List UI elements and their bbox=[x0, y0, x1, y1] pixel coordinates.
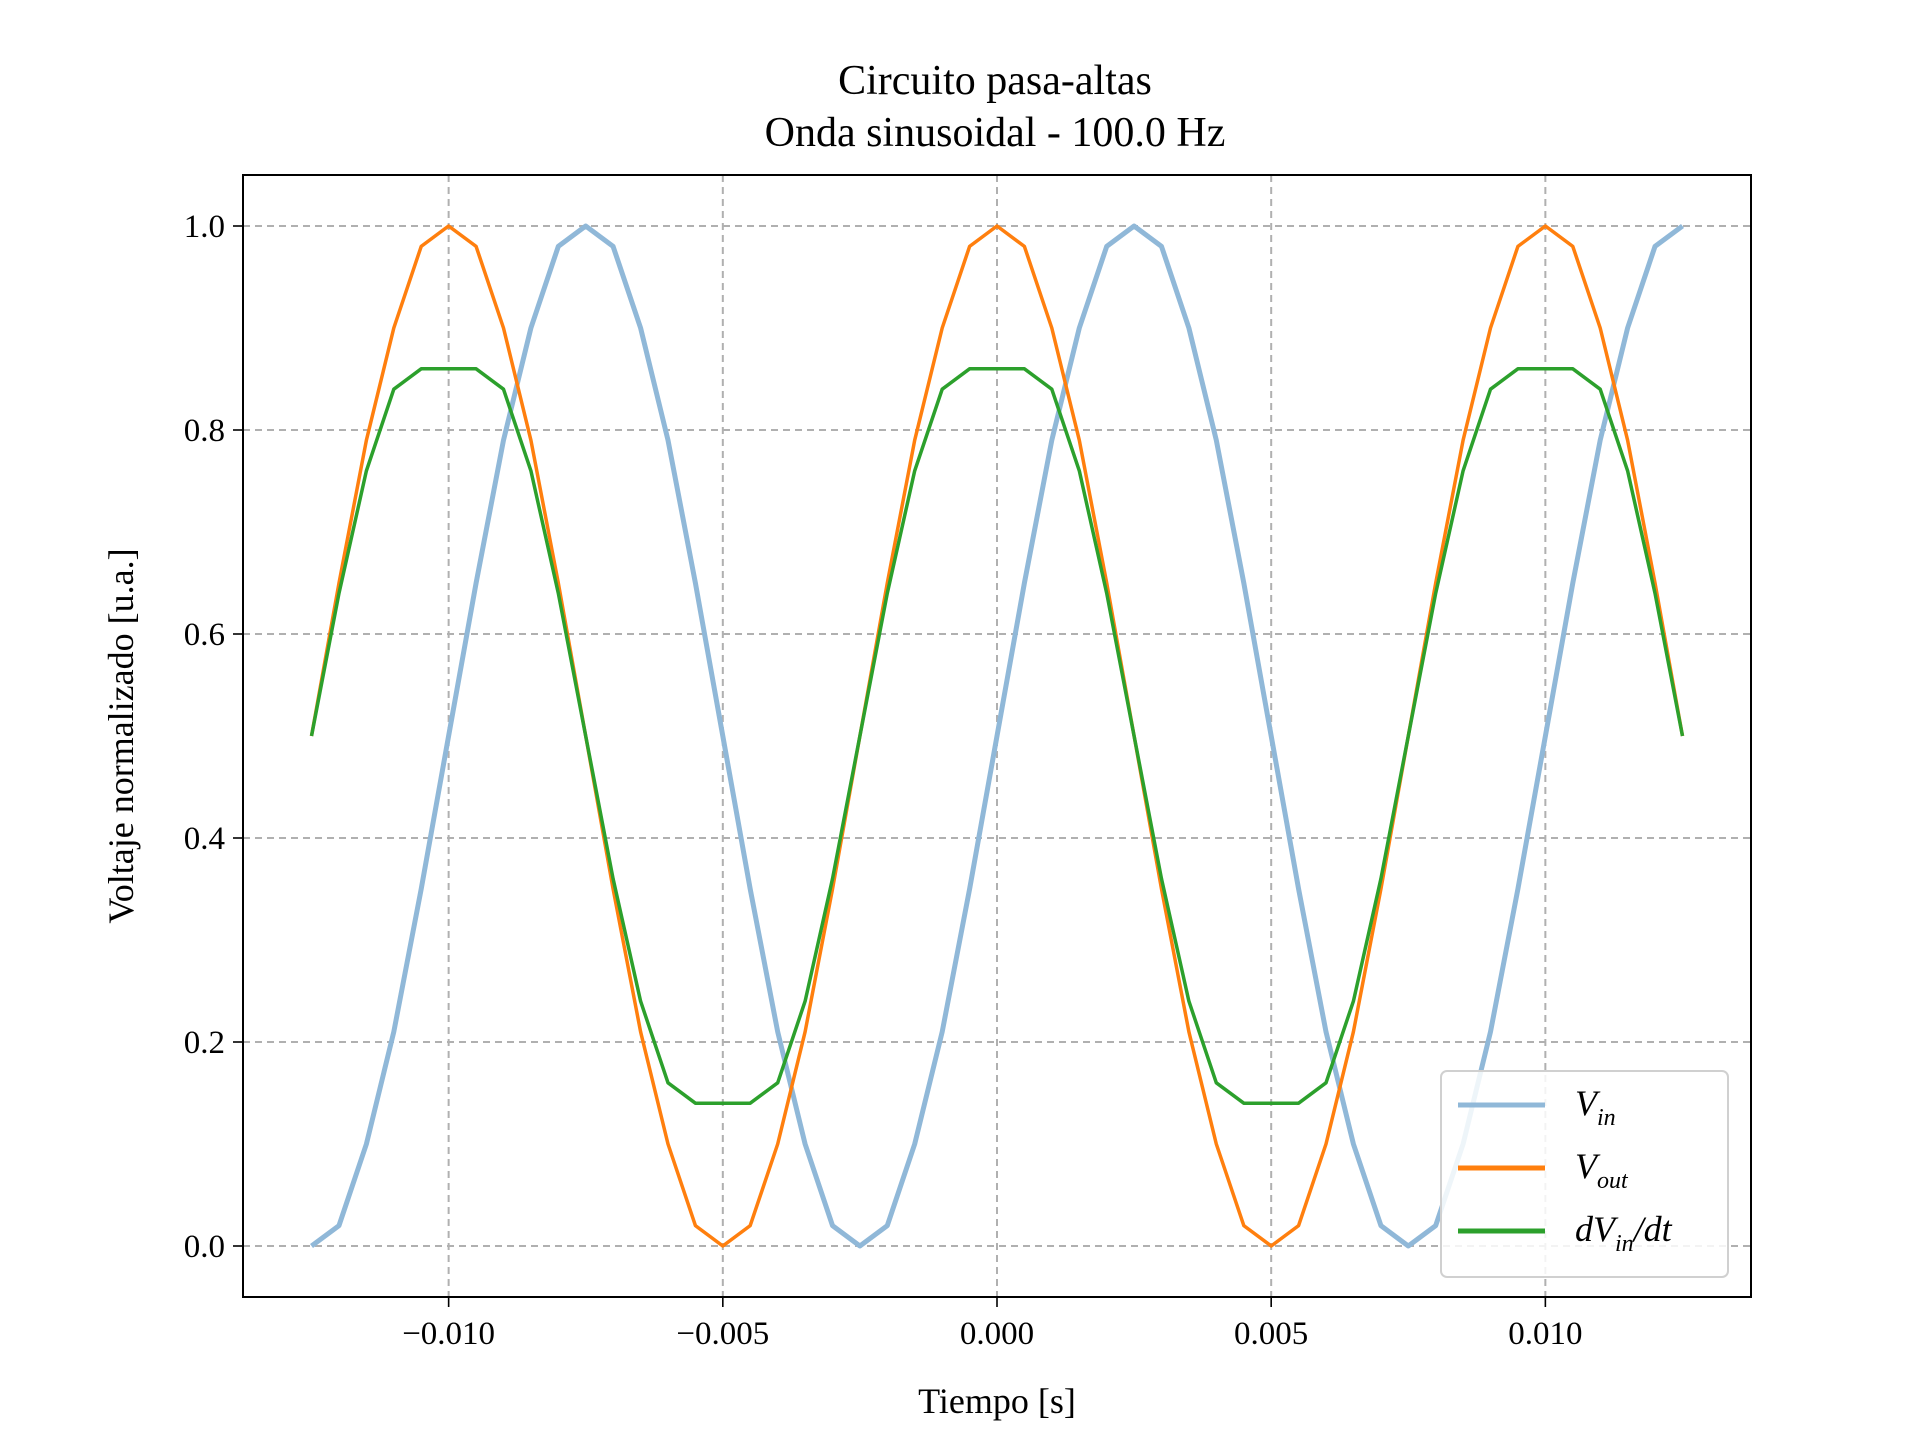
y-tick-label-2: 0.4 bbox=[184, 821, 225, 857]
grid bbox=[243, 175, 1751, 1297]
legend-label-dvin-dt-sub: in bbox=[1615, 1231, 1634, 1257]
legend-box bbox=[1440, 1070, 1729, 1278]
legend-label-v-out-main: V bbox=[1575, 1146, 1601, 1186]
x-tick-label-3: 0.005 bbox=[1234, 1316, 1308, 1352]
y-tick-label-5: 1.0 bbox=[184, 209, 225, 245]
x-tick-label-4: 0.010 bbox=[1508, 1316, 1582, 1352]
chart-title: Circuito pasa-altas bbox=[838, 58, 1152, 104]
legend-label-v-in-main: V bbox=[1575, 1083, 1601, 1123]
y-axis-label: Voltaje normalizado [u.a.] bbox=[101, 548, 141, 923]
y-tick-label-0: 0.0 bbox=[184, 1229, 225, 1265]
x-axis-label: Tiempo [s] bbox=[918, 1381, 1076, 1421]
plot-frame bbox=[242, 174, 1752, 1298]
legend-label-v-out-sub: out bbox=[1597, 1168, 1629, 1194]
series-v-out-line bbox=[309, 224, 1685, 1248]
chart-subtitle: Onda sinusoidal - 100.0 Hz bbox=[765, 110, 1226, 156]
axes: −0.010 −0.005 0.000 0.005 0.010 0.0 0.2 0.4 0.6 0… bbox=[184, 209, 1583, 1352]
x-tick-label-0: −0.010 bbox=[402, 1316, 495, 1352]
legend-label-v-out: Vout bbox=[1575, 1146, 1629, 1194]
legend-label-v-in-sub: in bbox=[1597, 1105, 1616, 1131]
y-tick-label-3: 0.6 bbox=[184, 617, 225, 653]
x-tick-label-1: −0.005 bbox=[676, 1316, 769, 1352]
legend: Vin Vout dVin/dt bbox=[1440, 1070, 1729, 1278]
series-dvin-dt-line bbox=[309, 367, 1685, 1105]
legend-label-dvin-dt-suffix: /dt bbox=[1632, 1209, 1673, 1249]
y-tick-label-1: 0.2 bbox=[184, 1025, 225, 1061]
legend-label-dvin-dt-main: dV bbox=[1575, 1209, 1619, 1249]
y-tick-label-4: 0.8 bbox=[184, 413, 225, 449]
legend-label-dvin-dt: dVin/dt bbox=[1575, 1209, 1673, 1257]
x-tick-label-2: 0.000 bbox=[960, 1316, 1034, 1352]
legend-label-v-in: Vin bbox=[1575, 1083, 1616, 1131]
